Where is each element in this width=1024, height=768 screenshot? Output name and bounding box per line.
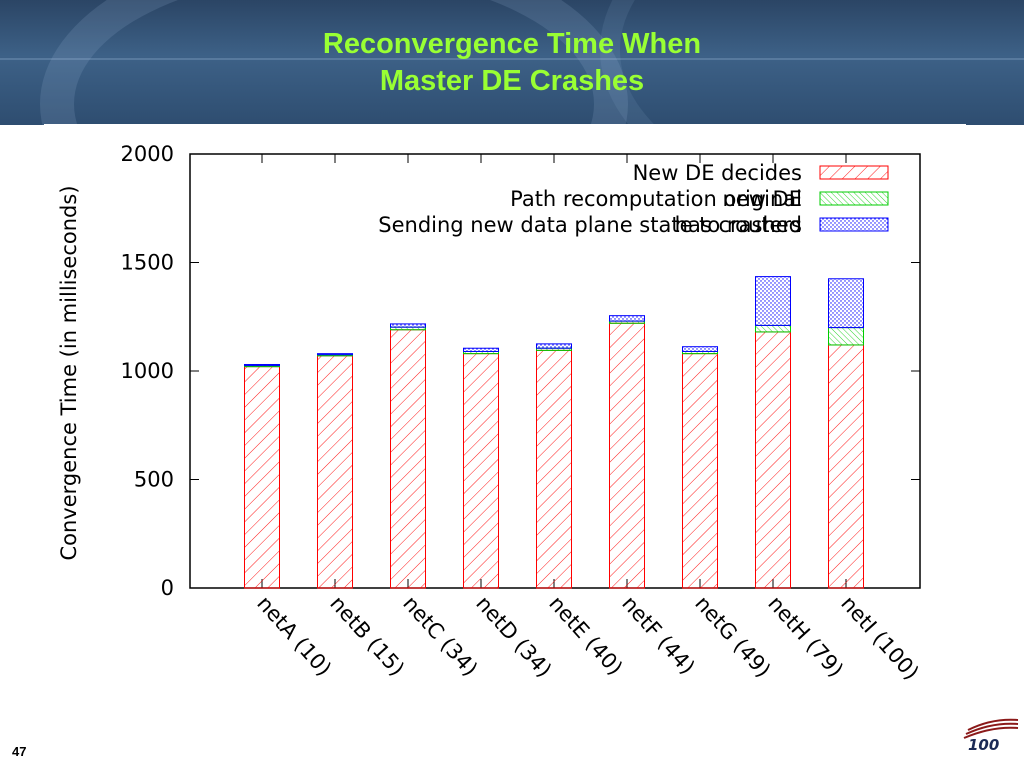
legend-swatch: [819, 191, 889, 206]
slide-title-line2: Master DE Crashes: [379, 65, 645, 97]
bar-segment-new-de-decides: [755, 331, 791, 589]
bar-segment-sending-state: [463, 347, 499, 352]
bar-segment-path-recomputation: [755, 324, 791, 333]
bar-segment-sending-state: [828, 278, 864, 329]
bar-segment-sending-state: [609, 315, 645, 322]
bar-segment-new-de-decides: [244, 366, 280, 589]
x-tick-label: netG (49): [690, 591, 775, 682]
bar-segment-sending-state: [682, 346, 718, 352]
x-tick-label: netI (100): [836, 591, 923, 684]
logo-100-icon: 100: [963, 718, 1019, 754]
y-axis-label: Convergence Time (in milliseconds): [57, 185, 81, 560]
bar-segment-sending-state: [390, 323, 426, 328]
x-tick-label: netD (34): [471, 591, 556, 682]
x-tick-label: netE (40): [544, 591, 627, 680]
logo-text: 100: [968, 736, 999, 754]
legend-swatch: [819, 217, 889, 232]
legend-overlap-label: new DE: [722, 187, 802, 211]
legend-label: Sending new data plane state to routers: [378, 213, 802, 237]
bar-segment-sending-state: [755, 276, 791, 326]
slide-title: Reconvergence Time When Master DE Crashe…: [0, 26, 1024, 100]
x-tick-label: netB (15): [325, 591, 409, 680]
y-tick-label: 500: [134, 468, 174, 492]
bar-segment-path-recomputation: [828, 327, 864, 346]
x-tick-label: netA (10): [252, 591, 336, 680]
x-tick-label: netC (34): [398, 591, 482, 681]
x-tick-label: netH (79): [763, 591, 848, 681]
chart-panel: 0 500 1000 1500 2000 New DE decides Path reco…: [44, 124, 966, 768]
bar-segment-sending-state: [317, 353, 353, 356]
bar-segment-new-de-decides: [463, 353, 499, 589]
bar-segment-new-de-decides: [609, 322, 645, 589]
legend-overlap-label: has crashed: [675, 213, 802, 237]
bar-segment-new-de-decides: [536, 349, 572, 589]
bar-segment-sending-state: [536, 343, 572, 349]
y-tick-label: 1500: [121, 251, 174, 275]
slide-title-line1: Reconvergence Time When: [322, 28, 702, 60]
legend-label: Path recomputation original: [510, 187, 802, 211]
slide-header: [0, 0, 1024, 125]
y-tick-label: 1000: [121, 359, 174, 383]
x-tick-label: netF (44): [617, 591, 699, 679]
bar-segment-new-de-decides: [317, 355, 353, 589]
bar-segment-new-de-decides: [682, 353, 718, 589]
y-tick-label: 0: [161, 576, 174, 600]
slide-number: 47: [12, 744, 27, 759]
y-tick-label: 2000: [121, 142, 174, 166]
bar-segment-sending-state: [244, 363, 280, 367]
header-decoration: [0, 58, 1024, 60]
legend-label: New DE decides: [633, 161, 802, 185]
bar-segment-new-de-decides: [390, 329, 426, 589]
bar-segment-new-de-decides: [828, 344, 864, 589]
legend-swatch: [819, 165, 889, 180]
